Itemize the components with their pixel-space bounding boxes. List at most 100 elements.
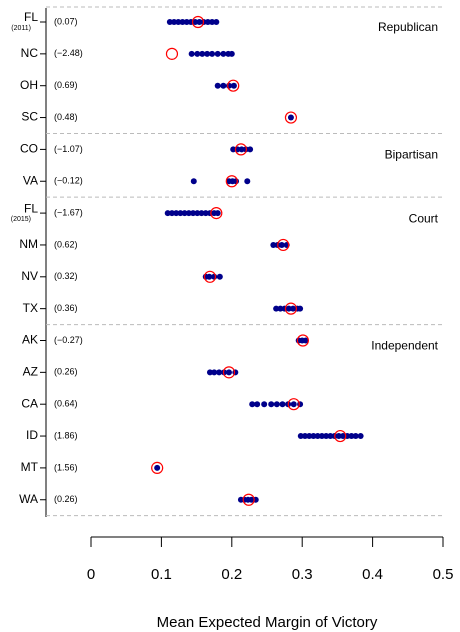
score-label: (0.48)	[54, 112, 78, 122]
row-label: OH	[20, 78, 38, 92]
enacted-plan	[277, 238, 290, 252]
simulation-point	[340, 433, 347, 440]
simulation-point	[194, 50, 201, 57]
row-label: NM	[19, 237, 38, 251]
enacted-plan	[203, 270, 217, 283]
simulation-point	[323, 433, 330, 440]
row-label: SC	[21, 110, 38, 124]
score-label: (−0.12)	[54, 176, 83, 186]
x-axis-title: Mean Expected Margin of Victory	[157, 614, 378, 631]
simulation-point	[302, 337, 309, 344]
x-tick-label: 0.1	[151, 566, 172, 583]
simulation-point	[190, 178, 197, 185]
simulation-point	[209, 50, 216, 57]
x-tick-label: 0	[87, 566, 95, 583]
score-label: (−0.27)	[54, 335, 83, 345]
simulation-point	[209, 19, 216, 25]
enacted-plan	[296, 334, 310, 347]
simulation-point	[166, 19, 173, 25]
simulation-point	[261, 401, 268, 408]
enacted-plan	[334, 429, 347, 443]
row-label: FL	[24, 10, 38, 24]
simulation-point	[306, 433, 313, 440]
simulation-point	[297, 401, 304, 408]
x-tick-label: 0.3	[292, 566, 313, 583]
simulation-point	[357, 433, 364, 440]
score-label: (0.69)	[54, 80, 78, 90]
simulation-point	[285, 305, 292, 312]
score-label: (0.36)	[54, 303, 78, 313]
x-tick-label: 0.5	[433, 566, 454, 583]
row-label: CA	[21, 396, 38, 410]
simulation-point	[310, 433, 317, 440]
simulation-point	[302, 433, 309, 440]
score-label: (1.56)	[54, 462, 78, 472]
simulation-point	[204, 50, 211, 57]
simulation-point	[179, 19, 186, 25]
score-label: (0.64)	[54, 399, 78, 409]
simulation-point	[249, 401, 256, 408]
simulation-point	[230, 146, 237, 153]
enacted-plan	[222, 366, 236, 379]
enacted-plan	[234, 143, 248, 156]
score-label: (−1.07)	[54, 144, 83, 154]
simulation-point	[213, 19, 220, 25]
simulation-point	[214, 210, 221, 217]
simulation-point	[297, 433, 304, 440]
row-label: VA	[23, 173, 38, 187]
simulation-point	[214, 82, 221, 89]
simulation-point	[171, 19, 178, 25]
simulation-point	[277, 305, 284, 312]
simulation-point	[297, 305, 304, 312]
score-label: (0.32)	[54, 271, 78, 281]
simulation-point	[216, 369, 223, 376]
enacted-plan	[165, 47, 179, 60]
simulation-point	[247, 146, 254, 153]
enacted-plan	[227, 79, 240, 92]
group-label: Republican	[378, 20, 438, 34]
score-label: (−2.48)	[54, 48, 83, 58]
simulation-point	[164, 210, 171, 217]
score-label: (0.62)	[54, 239, 78, 249]
group-label: Bipartisan	[385, 148, 438, 162]
enacted-plan	[284, 111, 298, 124]
simulation-point	[270, 241, 277, 248]
enacted-plan	[151, 461, 164, 474]
score-label: (0.26)	[54, 494, 78, 504]
enacted-plan	[225, 175, 238, 188]
simulation-point	[214, 50, 221, 57]
simulation-point	[232, 369, 239, 376]
simulation-point	[220, 50, 227, 57]
row-label: CO	[20, 142, 38, 156]
simulation-point	[314, 433, 321, 440]
row-label: NV	[21, 269, 38, 283]
simulation-point	[206, 369, 213, 376]
simulation-point	[228, 50, 235, 57]
simulation-point	[220, 82, 227, 89]
simulation-point	[318, 433, 325, 440]
simulation-point	[352, 433, 359, 440]
simulation-point	[211, 273, 218, 280]
simulation-point	[287, 114, 294, 121]
simulation-point	[273, 305, 280, 312]
x-tick-label: 0.4	[362, 566, 383, 583]
simulation-point	[185, 210, 192, 217]
score-label: (0.07)	[54, 16, 78, 26]
simulation-point	[238, 146, 245, 153]
score-label: (−1.67)	[54, 207, 83, 217]
simulation-point	[202, 210, 209, 217]
simulation-point	[348, 433, 355, 440]
simulation-point	[199, 50, 206, 57]
simulation-point	[211, 369, 218, 376]
simulation-point	[206, 273, 213, 280]
simulation-point	[168, 210, 175, 217]
simulation-point	[225, 369, 232, 376]
simulation-point	[290, 305, 297, 312]
row-label: FL	[24, 201, 38, 215]
enacted-plan	[284, 302, 298, 315]
simulation-point	[196, 19, 203, 25]
row-sublabel: (2015)	[11, 216, 31, 223]
row-sublabel: (2011)	[11, 25, 31, 32]
simulation-point	[183, 19, 190, 25]
